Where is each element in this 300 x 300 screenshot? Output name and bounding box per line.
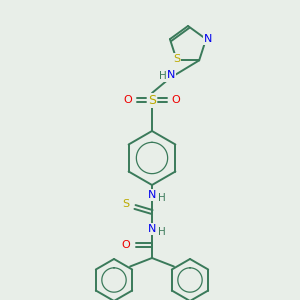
Text: N: N bbox=[148, 190, 156, 200]
Text: S: S bbox=[148, 94, 156, 106]
Text: O: O bbox=[122, 240, 130, 250]
Text: H: H bbox=[158, 227, 166, 237]
Text: N: N bbox=[148, 224, 156, 234]
Text: N: N bbox=[204, 34, 212, 44]
Text: O: O bbox=[124, 95, 132, 105]
Text: H: H bbox=[159, 71, 167, 81]
Text: N: N bbox=[167, 70, 175, 80]
Text: S: S bbox=[122, 199, 130, 209]
Text: S: S bbox=[173, 54, 180, 64]
Text: H: H bbox=[158, 193, 166, 203]
Text: O: O bbox=[172, 95, 180, 105]
